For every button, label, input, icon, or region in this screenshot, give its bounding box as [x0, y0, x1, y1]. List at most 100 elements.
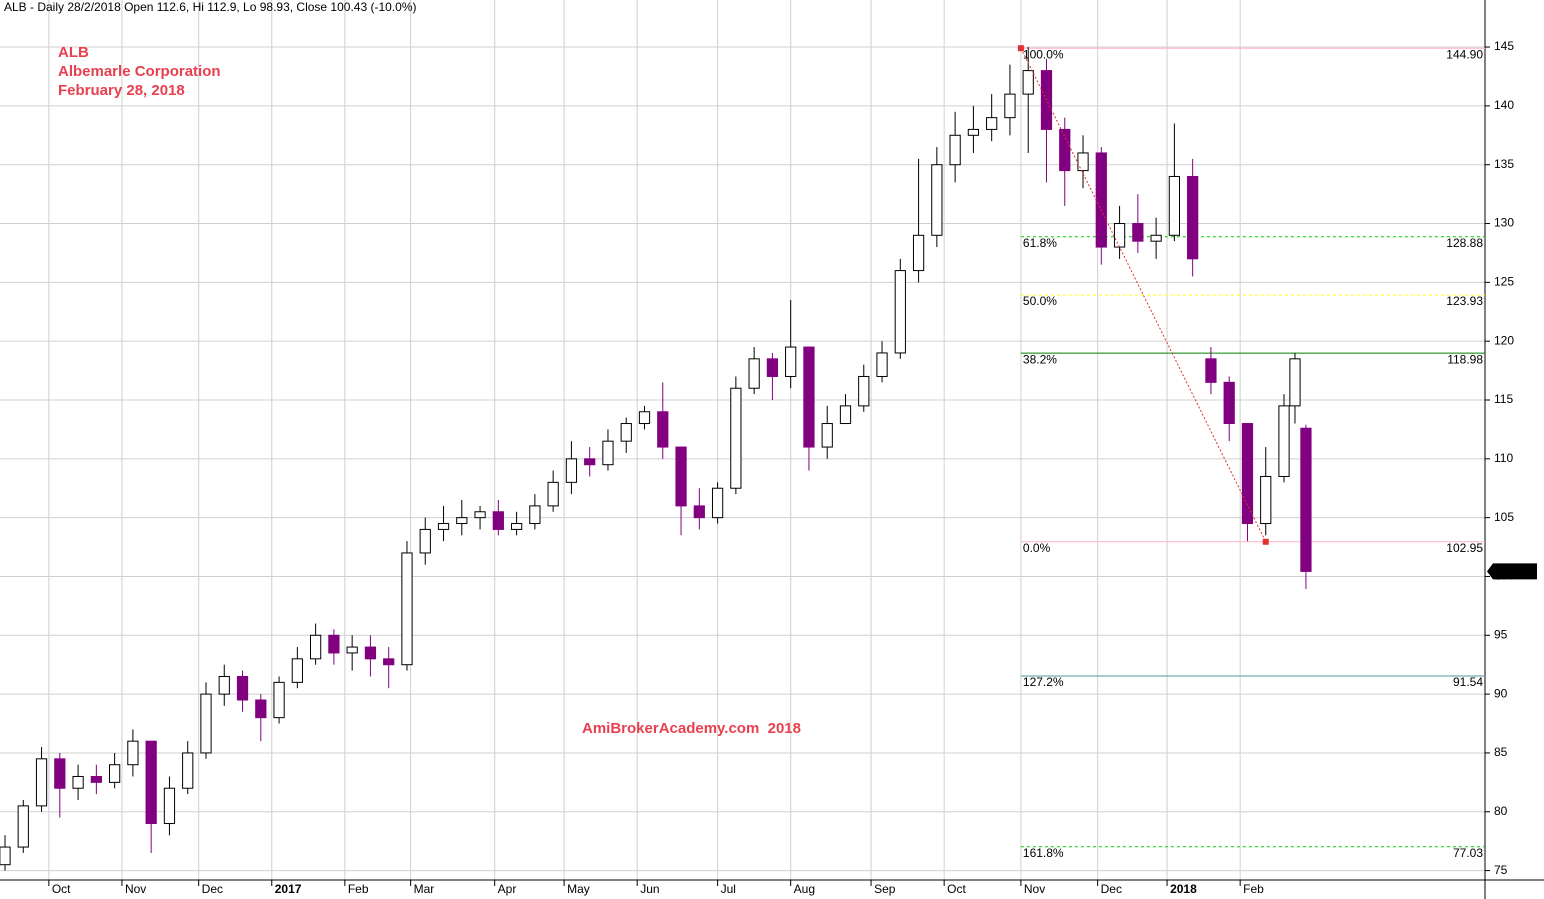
- candle-body: [1205, 358, 1217, 383]
- fib-levels: 100.0% 144.90 61.8% 128.88 50.0% 123.93 38.2% 1…: [1020, 47, 1485, 860]
- annotation: February 28, 2018: [58, 82, 185, 99]
- candle-body: [1150, 234, 1162, 242]
- y-tick-label: 90: [1494, 686, 1508, 700]
- candle-body: [657, 411, 669, 448]
- candle-body: [437, 523, 450, 530]
- x-tick-label: Jun: [640, 882, 659, 896]
- annotation: Albemarle Corporation: [58, 63, 221, 80]
- candle-body: [346, 646, 358, 654]
- y-tick-label: 85: [1494, 745, 1508, 759]
- candle-body: [419, 528, 431, 554]
- candle-body: [967, 128, 980, 136]
- candle-body: [730, 387, 742, 489]
- candle-body: [894, 270, 906, 354]
- candle-body: [949, 134, 961, 166]
- candle-body: [291, 658, 303, 683]
- candle-body: [584, 458, 596, 466]
- candle-body: [693, 505, 705, 519]
- y-tick-label: 140: [1494, 98, 1514, 112]
- x-tick-label: Nov: [1024, 882, 1045, 896]
- candle-body: [492, 511, 504, 530]
- candle-body: [54, 758, 66, 789]
- y-tick-label: 125: [1494, 275, 1514, 289]
- candle-body: [200, 693, 212, 754]
- candle-body: [1278, 405, 1290, 477]
- candle-body: [1241, 423, 1254, 525]
- fib-name: 61.8%: [1023, 236, 1057, 250]
- candle-body: [547, 481, 559, 507]
- x-tick-label: Aug: [794, 882, 815, 896]
- y-tick-label: 75: [1494, 863, 1508, 877]
- candle-body: [931, 164, 943, 236]
- candle-body: [163, 787, 176, 825]
- candle-body: [90, 775, 102, 783]
- candle-body: [821, 423, 833, 448]
- candles: [0, 47, 1312, 871]
- last-price-label: 100.43: [1497, 564, 1534, 578]
- candle-body: [785, 346, 797, 377]
- x-tick-label: Dec: [1101, 882, 1122, 896]
- y-tick-label: 120: [1494, 333, 1514, 347]
- candle-body: [803, 346, 815, 448]
- candle-body: [273, 681, 285, 719]
- candle-body: [1077, 152, 1089, 172]
- fib-value: 144.90: [1446, 47, 1483, 61]
- trend-point: [1017, 45, 1024, 52]
- candle-body: [986, 117, 998, 130]
- candle-body: [675, 446, 687, 507]
- candle-body: [0, 846, 11, 866]
- candle-body: [145, 740, 157, 825]
- candle-body: [1022, 70, 1034, 95]
- candle-body: [766, 358, 779, 377]
- candle-body: [17, 805, 29, 848]
- candle-body: [1260, 475, 1272, 525]
- fib-name: 38.2%: [1023, 352, 1057, 366]
- x-tick-label: Sep: [874, 882, 896, 896]
- x-tick-label: Dec: [202, 882, 223, 896]
- candle-body: [1168, 175, 1180, 236]
- candle-body: [255, 699, 267, 719]
- last-price-box: [1487, 563, 1537, 580]
- candle-body: [1300, 427, 1312, 572]
- candle-body: [218, 675, 230, 695]
- x-tick-label: Feb: [348, 882, 369, 896]
- candle-body: [876, 352, 888, 377]
- candle-body: [383, 658, 395, 666]
- fib-value: 91.54: [1453, 675, 1483, 689]
- candle-body: [1187, 175, 1199, 260]
- candle-body: [565, 458, 578, 483]
- x-tick-label: 2017: [275, 882, 302, 896]
- fib-name: 100.0%: [1023, 47, 1064, 61]
- fib-value: 128.88: [1446, 236, 1483, 250]
- candle-body: [109, 764, 121, 783]
- candle-body: [1223, 381, 1235, 425]
- candle-body: [474, 511, 486, 519]
- annotation: ALB: [58, 44, 89, 61]
- candle-body: [839, 405, 852, 425]
- y-tick-label: 115: [1494, 392, 1513, 406]
- x-tick-label: Apr: [498, 882, 517, 896]
- y-tick-label: 145: [1494, 39, 1514, 53]
- candle-body: [620, 423, 632, 442]
- candle-body: [310, 634, 322, 660]
- fib-name: 127.2%: [1023, 675, 1064, 689]
- y-tick-label: 135: [1494, 157, 1514, 171]
- candle-body: [1095, 152, 1107, 248]
- watermark: AmiBrokerAcademy.com 2018: [582, 720, 801, 737]
- x-tick-label: Nov: [125, 882, 146, 896]
- chart-title: ALB - Daily 28/2/2018 Open 112.6, Hi 112…: [4, 0, 416, 14]
- candle-body: [127, 740, 139, 766]
- fib-value: 77.03: [1453, 846, 1483, 860]
- candle-body: [456, 517, 468, 525]
- fib-name: 50.0%: [1023, 294, 1057, 308]
- fib-value: 123.93: [1446, 294, 1483, 308]
- candle-body: [748, 358, 760, 389]
- candle-body: [638, 411, 651, 425]
- candle-body: [236, 675, 249, 701]
- candle-body: [602, 440, 614, 466]
- candle-body: [72, 775, 84, 789]
- fib-value: 102.95: [1446, 541, 1483, 555]
- candle-body: [1113, 223, 1126, 248]
